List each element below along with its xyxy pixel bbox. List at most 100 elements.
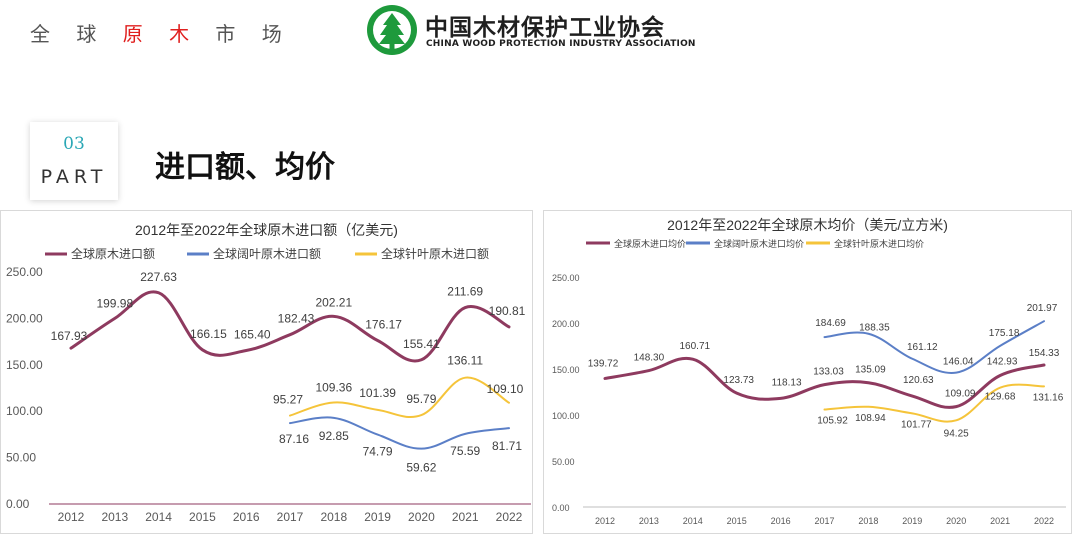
x-tick-label: 2020 xyxy=(408,510,435,524)
legend-label: 全球原木进口均价 xyxy=(614,238,686,249)
data-label: 131.16 xyxy=(1033,392,1064,403)
data-label: 118.13 xyxy=(772,377,802,388)
y-tick-label: 0.00 xyxy=(552,503,570,513)
x-tick-label: 2021 xyxy=(990,516,1010,526)
data-label: 166.15 xyxy=(190,327,227,341)
data-label: 176.17 xyxy=(365,318,402,332)
data-label: 101.39 xyxy=(359,386,396,400)
x-tick-label: 2015 xyxy=(727,516,747,526)
x-tick-label: 2015 xyxy=(189,510,216,524)
data-label: 154.33 xyxy=(1029,348,1060,359)
data-label: 92.85 xyxy=(319,429,349,443)
data-label: 95.27 xyxy=(273,393,303,407)
x-tick-label: 2012 xyxy=(58,510,85,524)
data-label: 105.92 xyxy=(817,416,848,427)
logo-english-name: CHINA WOOD PROTECTION INDUSTRY ASSOCIATI… xyxy=(426,39,696,49)
series-line xyxy=(69,290,511,363)
x-tick-label: 2019 xyxy=(364,510,391,524)
x-tick-label: 2019 xyxy=(902,516,922,526)
import-value-chart-card: 2012年至2022年全球原木进口额（亿美元) 全球原木进口额 全球阔叶原木进口额 全… xyxy=(0,210,533,534)
data-label: 109.10 xyxy=(487,382,524,396)
x-tick-label: 2013 xyxy=(639,516,659,526)
x-tick-label: 2020 xyxy=(946,516,966,526)
data-label: 109.09 xyxy=(945,389,976,400)
data-label: 59.62 xyxy=(406,461,436,475)
legend-label: 全球针叶原木进口额 xyxy=(381,246,489,261)
data-label: 184.69 xyxy=(815,318,846,329)
x-tick-label: 2016 xyxy=(771,516,791,526)
y-tick-label: 100.00 xyxy=(6,404,43,418)
data-label: 129.68 xyxy=(985,392,1016,403)
x-tick-label: 2022 xyxy=(1034,516,1054,526)
data-label: 160.71 xyxy=(680,341,711,352)
legend-label: 全球阔叶原木进口额 xyxy=(213,246,321,261)
x-tick-label: 2014 xyxy=(145,510,172,524)
legend-label: 全球原木进口额 xyxy=(71,246,155,261)
y-tick-label: 50.00 xyxy=(552,457,575,467)
legend-label: 全球针叶原木进口均价 xyxy=(834,238,924,249)
data-label: 202.21 xyxy=(315,295,352,309)
part-number: 03 xyxy=(63,134,85,154)
data-label: 139.72 xyxy=(588,358,619,369)
data-label: 94.25 xyxy=(944,428,969,439)
data-label: 81.71 xyxy=(492,439,522,453)
y-tick-label: 250.00 xyxy=(6,265,43,279)
chart-title: 2012年至2022年全球原木进口额（亿美元) xyxy=(135,222,398,238)
data-label: 87.16 xyxy=(279,432,309,446)
data-label: 133.03 xyxy=(813,367,844,378)
series-line xyxy=(823,320,1045,375)
chart-title: 2012年至2022年全球原木均价（美元/立方米) xyxy=(667,217,948,233)
data-label: 188.35 xyxy=(859,323,890,334)
series-line xyxy=(603,356,1046,409)
x-tick-label: 2021 xyxy=(452,510,479,524)
data-label: 211.69 xyxy=(447,285,483,299)
data-label: 136.11 xyxy=(447,354,483,368)
data-label: 201.97 xyxy=(1027,303,1058,314)
x-tick-label: 2018 xyxy=(320,510,347,524)
y-tick-label: 250.00 xyxy=(552,273,580,283)
part-badge: 03 PART xyxy=(30,122,118,200)
data-label: 167.93 xyxy=(51,329,88,343)
data-label: 120.63 xyxy=(903,375,934,386)
brand-title-part-1: 全 球 xyxy=(30,22,123,46)
data-label: 75.59 xyxy=(450,444,480,458)
x-tick-label: 2012 xyxy=(595,516,615,526)
y-tick-label: 150.00 xyxy=(6,358,43,372)
association-logo: 中国木材保护工业协会 CHINA WOOD PROTECTION INDUSTR… xyxy=(365,2,715,58)
y-tick-label: 150.00 xyxy=(552,365,580,375)
y-tick-label: 200.00 xyxy=(552,319,580,329)
x-tick-label: 2014 xyxy=(683,516,703,526)
data-label: 123.73 xyxy=(723,375,754,386)
data-label: 175.18 xyxy=(989,328,1020,339)
data-label: 165.40 xyxy=(234,328,271,342)
y-tick-label: 50.00 xyxy=(6,451,36,465)
pine-tree-emblem-icon xyxy=(367,5,417,55)
data-label: 155.41 xyxy=(403,337,440,351)
y-tick-label: 200.00 xyxy=(6,311,43,325)
series-line xyxy=(289,416,510,450)
data-label: 161.12 xyxy=(907,342,938,353)
x-tick-label: 2018 xyxy=(858,516,878,526)
data-label: 95.79 xyxy=(406,392,436,406)
brand-title-part-3: 市 场 xyxy=(199,22,292,46)
data-label: 148.30 xyxy=(634,353,665,364)
data-label: 101.77 xyxy=(901,419,932,430)
part-label: PART xyxy=(40,166,108,188)
logo-chinese-name: 中国木材保护工业协会 xyxy=(425,15,665,41)
series-line xyxy=(289,376,510,419)
y-tick-label: 0.00 xyxy=(6,497,30,511)
data-label: 190.81 xyxy=(489,304,526,318)
data-label: 146.04 xyxy=(943,357,974,368)
page-brand-title: 全 球 原 木 市 场 xyxy=(30,18,292,47)
x-tick-label: 2013 xyxy=(101,510,128,524)
data-label: 108.94 xyxy=(855,413,886,424)
data-label: 182.43 xyxy=(278,312,315,326)
x-tick-label: 2017 xyxy=(277,510,304,524)
x-tick-label: 2016 xyxy=(233,510,260,524)
y-tick-label: 100.00 xyxy=(552,411,580,421)
x-tick-label: 2022 xyxy=(496,510,523,524)
average-price-chart-card: 2012年至2022年全球原木均价（美元/立方米) 全球原木进口均价 全球阔叶原木进… xyxy=(543,210,1072,534)
average-price-chart: 2012年至2022年全球原木均价（美元/立方米) 全球原木进口均价 全球阔叶原木进… xyxy=(552,217,1066,526)
series-line xyxy=(823,383,1045,423)
legend-label: 全球阔叶原木进口均价 xyxy=(714,238,804,249)
